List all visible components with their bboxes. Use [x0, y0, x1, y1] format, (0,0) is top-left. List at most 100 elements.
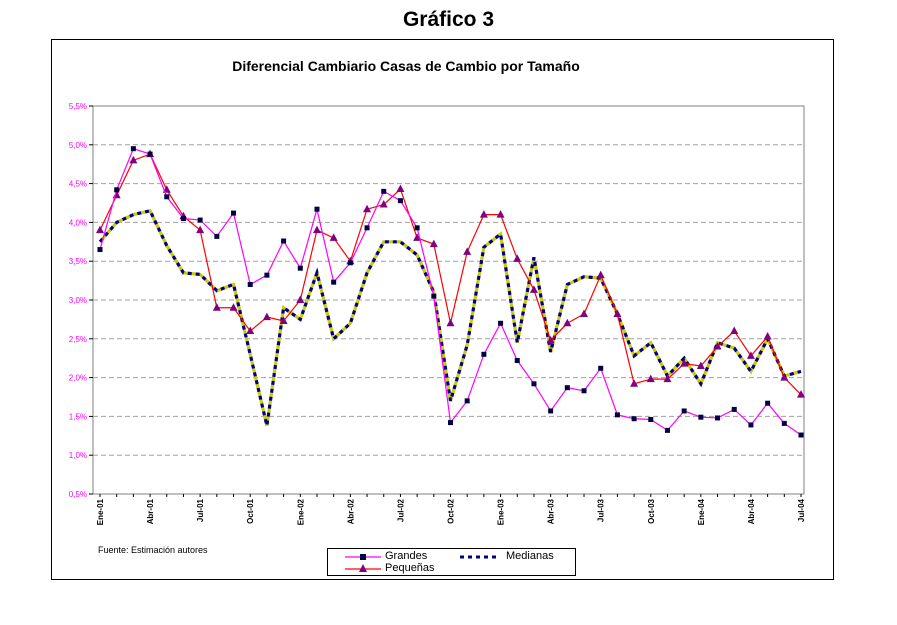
point-pequenas	[730, 326, 739, 335]
point-grandes	[397, 198, 403, 204]
point-grandes	[247, 281, 253, 287]
point-grandes	[281, 238, 287, 244]
legend-label-medianas: Medianas	[506, 550, 554, 562]
point-grandes	[364, 225, 370, 231]
x-tick-label: Abr-02	[346, 498, 355, 524]
point-pequenas	[96, 225, 104, 234]
point-pequenas	[296, 295, 305, 303]
point-grandes	[664, 427, 670, 433]
point-grandes	[414, 225, 420, 231]
legend-label-pequenas: Pequeñas	[385, 562, 435, 574]
x-tick-label: Ene-02	[296, 498, 305, 525]
x-tick-label: Oct-03	[647, 498, 656, 523]
point-grandes	[147, 151, 153, 157]
point-pequenas	[212, 303, 221, 311]
point-pequenas	[312, 225, 321, 234]
series-layer	[96, 146, 805, 438]
y-tick-label: 5,0%	[69, 141, 87, 150]
point-grandes	[331, 279, 337, 285]
point-grandes	[781, 420, 787, 426]
point-grandes	[564, 385, 570, 391]
point-grandes	[514, 358, 520, 364]
chart-svg: Diferencial Cambiario Casas de Cambio po…	[69, 58, 806, 525]
point-pequenas	[713, 342, 722, 350]
point-pequenas	[379, 200, 388, 208]
point-grandes	[798, 432, 804, 438]
point-grandes	[431, 293, 437, 299]
y-tick-label: 4,0%	[69, 218, 87, 227]
point-grandes	[264, 272, 270, 278]
point-pequenas	[630, 379, 639, 387]
x-tick-label: Ene-01	[96, 498, 105, 525]
point-pequenas	[580, 309, 589, 317]
point-pequenas	[246, 326, 255, 335]
point-pequenas	[546, 335, 555, 344]
point-pequenas	[463, 247, 472, 255]
point-pequenas	[396, 184, 405, 193]
figure-title: Gráfico 3	[402, 8, 495, 31]
source-note: Fuente: Estimación autores	[98, 545, 208, 555]
legend: Grandes Medianas Pequeñas	[327, 548, 576, 576]
y-tick-label: 5,5%	[69, 102, 87, 111]
point-grandes	[164, 194, 170, 200]
point-grandes	[631, 416, 637, 422]
point-grandes	[481, 351, 487, 357]
point-grandes	[498, 320, 504, 326]
point-pequenas	[780, 373, 789, 381]
point-pequenas	[763, 331, 772, 340]
point-grandes	[97, 247, 103, 253]
point-grandes	[581, 388, 587, 394]
point-grandes	[381, 188, 387, 194]
point-grandes	[114, 187, 120, 193]
point-grandes	[765, 400, 771, 406]
point-grandes	[731, 406, 737, 412]
legend-item-grandes: Grandes	[343, 550, 463, 563]
point-pequenas	[613, 309, 622, 317]
point-grandes	[231, 210, 237, 216]
point-pequenas	[329, 233, 338, 241]
y-tick-label: 0,5%	[69, 490, 87, 499]
point-pequenas	[446, 318, 455, 327]
x-tick-label: Jul-01	[196, 498, 205, 522]
x-tick-label: Ene-04	[697, 498, 706, 525]
legend-item-medianas: Medianas	[458, 550, 576, 563]
y-tick-label: 1,0%	[69, 451, 87, 460]
point-grandes	[698, 414, 704, 420]
point-pequenas	[429, 239, 438, 248]
point-grandes	[314, 206, 320, 212]
x-tick-label: Jul-02	[396, 498, 405, 522]
point-grandes	[214, 233, 220, 239]
legend-item-pequenas: Pequeñas	[343, 562, 463, 575]
chart-frame: Diferencial Cambiario Casas de Cambio po…	[51, 39, 834, 580]
point-grandes	[648, 417, 654, 423]
point-pequenas	[262, 312, 271, 321]
x-tick-label: Abr-01	[146, 498, 155, 524]
point-pequenas	[563, 318, 572, 327]
point-pequenas	[746, 351, 755, 359]
point-grandes	[598, 365, 604, 371]
x-tick-label: Jul-04	[797, 498, 806, 522]
legend-symbol-medianas	[460, 555, 500, 559]
point-pequenas	[797, 390, 805, 398]
point-pequenas	[196, 225, 205, 234]
legend-label-grandes: Grandes	[385, 550, 428, 562]
x-tick-label: Ene-03	[497, 498, 506, 525]
point-grandes	[548, 408, 554, 414]
x-tick-label: Jul-03	[597, 498, 606, 522]
point-pequenas	[413, 233, 422, 241]
point-pequenas	[513, 254, 522, 262]
legend-symbol-pequenas	[345, 564, 381, 572]
point-grandes	[715, 415, 721, 421]
x-tick-label: Oct-01	[246, 498, 255, 523]
x-tick-label: Abr-03	[547, 498, 556, 524]
point-grandes	[681, 408, 687, 414]
x-tick-label: Oct-02	[447, 498, 456, 523]
point-grandes	[347, 260, 353, 266]
point-pequenas	[496, 210, 505, 218]
point-grandes	[614, 412, 620, 418]
grid-layer	[93, 144, 804, 456]
y-tick-label: 4,5%	[69, 180, 87, 189]
y-tick-label: 1,5%	[69, 412, 87, 421]
point-pequenas	[529, 285, 538, 293]
point-pequenas	[229, 303, 238, 311]
